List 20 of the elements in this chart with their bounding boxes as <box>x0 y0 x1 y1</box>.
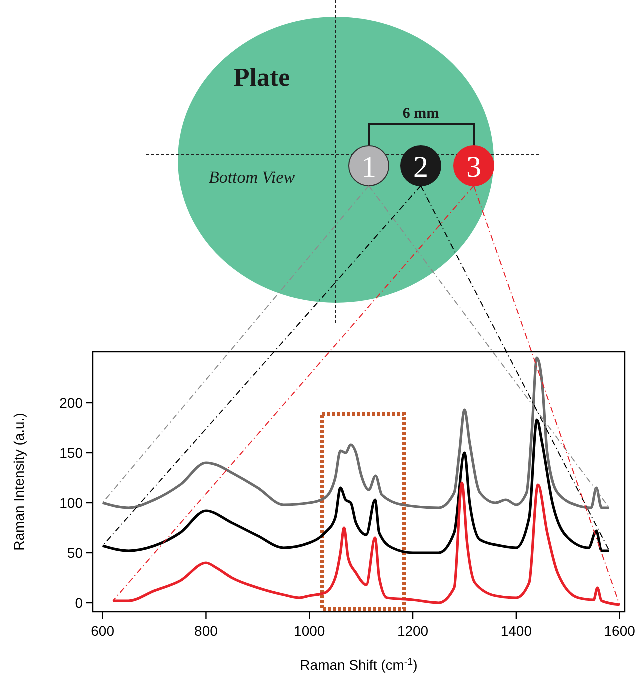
y-tick-label: 100 <box>60 495 84 511</box>
x-tick-label: 1000 <box>294 623 326 639</box>
x-tick-label: 800 <box>194 623 218 639</box>
y-tick-label: 50 <box>67 545 84 561</box>
x-axis-title: Raman Shift (cm$^{-1}$) <box>300 656 418 673</box>
x-tick-label: 600 <box>91 623 115 639</box>
text: Plate <box>234 63 290 92</box>
text: Bottom View <box>208 168 296 187</box>
x-tick-label: 1400 <box>500 623 532 639</box>
y-axis-title: Raman Intensity (a.u.) <box>11 413 27 551</box>
x-tick-label: 1600 <box>604 623 636 639</box>
x-tick-label: 1200 <box>397 623 429 639</box>
line-series <box>102 356 611 510</box>
text: 1 <box>362 151 376 184</box>
y-tick-label: 0 <box>75 595 84 611</box>
text: 2 <box>414 151 428 184</box>
y-tick-label: 200 <box>60 395 84 411</box>
y-tick-label: 150 <box>60 445 84 461</box>
text: 6 mm <box>402 106 440 122</box>
text: 3 <box>466 151 482 184</box>
